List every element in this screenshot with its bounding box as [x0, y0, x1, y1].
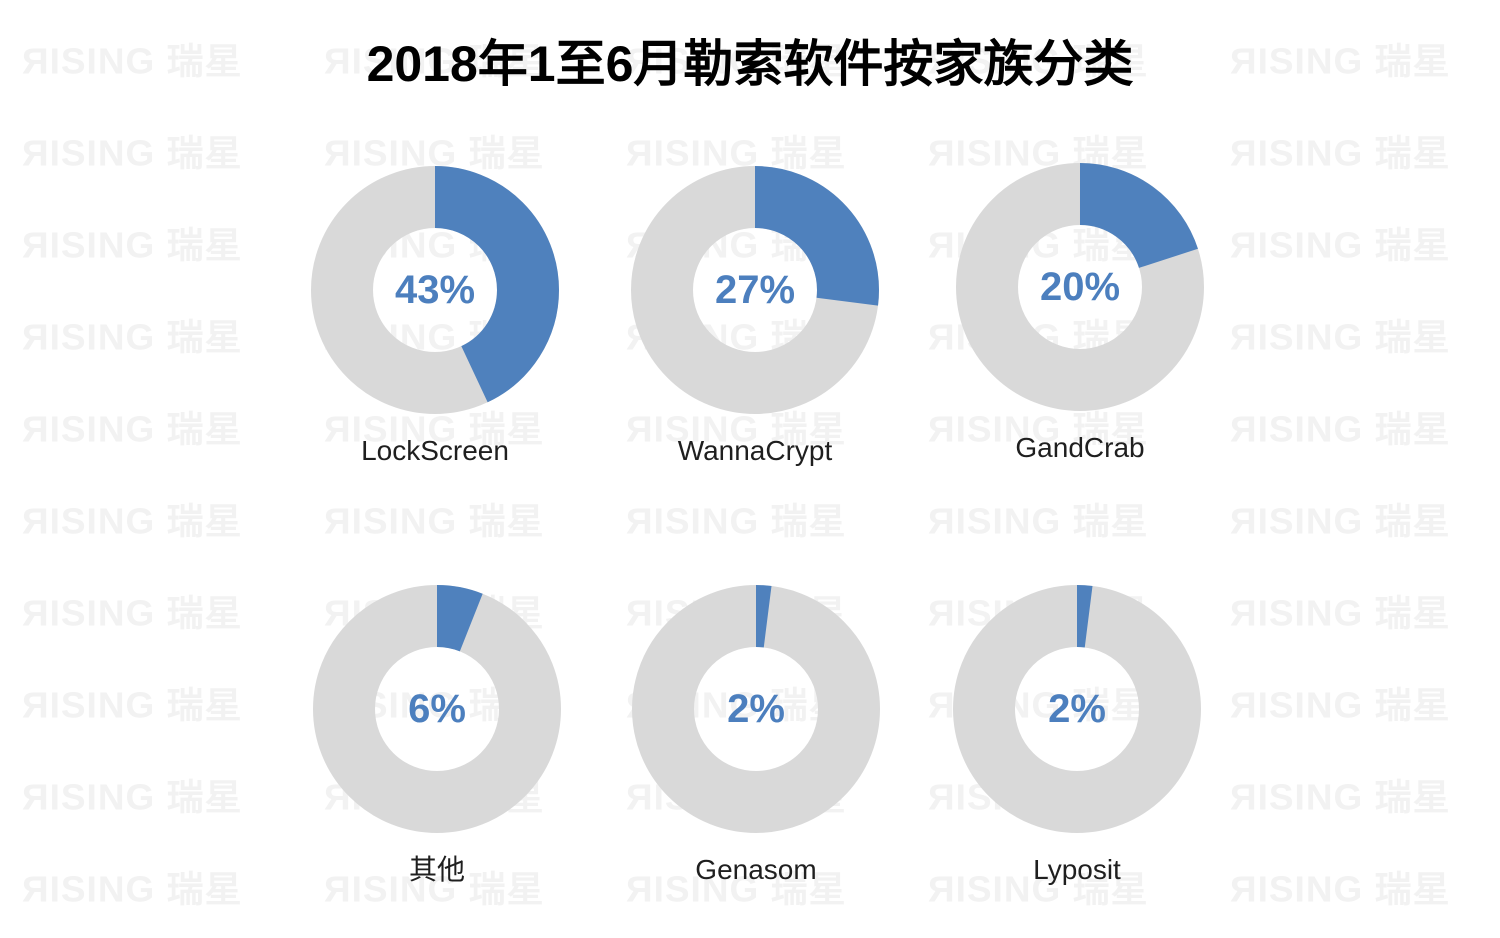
donut-chart-gandcrab: 20% GandCrab — [955, 162, 1205, 464]
donut-value-arc — [953, 585, 1201, 833]
donut-value-arc — [631, 166, 879, 414]
watermark-tile: ЯISING 瑞星 — [22, 501, 243, 542]
watermark-tile: ЯISING 瑞星 — [22, 869, 243, 910]
donut-percent-label: 43% — [394, 267, 476, 312]
donut-svg — [311, 166, 559, 414]
watermark-tile: ЯISING 瑞星 — [22, 777, 243, 818]
donut-ring: 27% — [630, 165, 880, 415]
donut-svg — [313, 585, 561, 833]
watermark-tile: ЯISING 瑞星 — [22, 225, 243, 266]
watermark-tile: ЯISING 瑞星 — [1230, 501, 1451, 542]
donut-chart-lyposit: 2% Lyposit — [952, 584, 1202, 886]
donut-chart-genasom: 2% Genasom — [631, 584, 881, 886]
donut-ring: 2% — [631, 584, 881, 834]
donut-category-label: GandCrab — [1015, 432, 1145, 463]
donut-svg — [631, 166, 879, 414]
watermark-tile: ЯISING 瑞星 — [1230, 317, 1451, 358]
donut-percent-label: 20% — [1039, 264, 1121, 309]
donut-category-label: LockScreen — [361, 435, 509, 466]
donut-category-label: Lyposit — [1033, 854, 1121, 885]
donut-category-label: Genasom — [695, 854, 817, 885]
donut-percent-label: 6% — [408, 686, 466, 731]
donut-ring: 2% — [952, 584, 1202, 834]
watermark-tile: ЯISING 瑞星 — [928, 501, 1149, 542]
watermark-tile: ЯISING 瑞星 — [1230, 225, 1451, 266]
watermark-tile: ЯISING 瑞星 — [626, 501, 847, 542]
donut-svg — [953, 585, 1201, 833]
donut-value-arc — [956, 163, 1204, 411]
donut-chart-lockscreen: 43% LockScreen — [310, 165, 560, 467]
watermark-tile: ЯISING 瑞星 — [22, 409, 243, 450]
donut-category-label: WannaCrypt — [677, 435, 833, 466]
watermark-tile: ЯISING 瑞星 — [1230, 409, 1451, 450]
donut-svg — [632, 585, 880, 833]
watermark-tile: ЯISING 瑞星 — [1230, 133, 1451, 174]
donut-percent-label: 2% — [727, 686, 785, 731]
donut-percent-label: 2% — [1048, 686, 1106, 731]
donut-chart-other: 6% 其他 — [312, 584, 562, 886]
watermark-tile: ЯISING 瑞星 — [1230, 685, 1451, 726]
watermark-tile: ЯISING 瑞星 — [324, 501, 545, 542]
donut-ring: 43% — [310, 165, 560, 415]
watermark-tile: ЯISING 瑞星 — [1230, 777, 1451, 818]
watermark-tile: ЯISING 瑞星 — [22, 593, 243, 634]
donut-value-arc — [313, 585, 561, 833]
watermark-tile: ЯISING 瑞星 — [22, 317, 243, 358]
donut-svg — [956, 163, 1204, 411]
watermark-tile: ЯISING 瑞星 — [1230, 593, 1451, 634]
donut-ring: 6% — [312, 584, 562, 834]
donut-percent-label: 27% — [714, 267, 796, 312]
donut-ring: 20% — [955, 162, 1205, 412]
watermark-tile: ЯISING 瑞星 — [22, 685, 243, 726]
chart-title: 2018年1至6月勒索软件按家族分类 — [366, 36, 1134, 92]
watermark-tile: ЯISING 瑞星 — [1230, 869, 1451, 910]
donut-category-label: 其他 — [408, 854, 465, 885]
donut-value-arc — [632, 585, 880, 833]
donut-value-arc — [311, 166, 559, 414]
donut-chart-wannacrypt: 27% WannaCrypt — [630, 165, 880, 467]
watermark-tile: ЯISING 瑞星 — [22, 133, 243, 174]
